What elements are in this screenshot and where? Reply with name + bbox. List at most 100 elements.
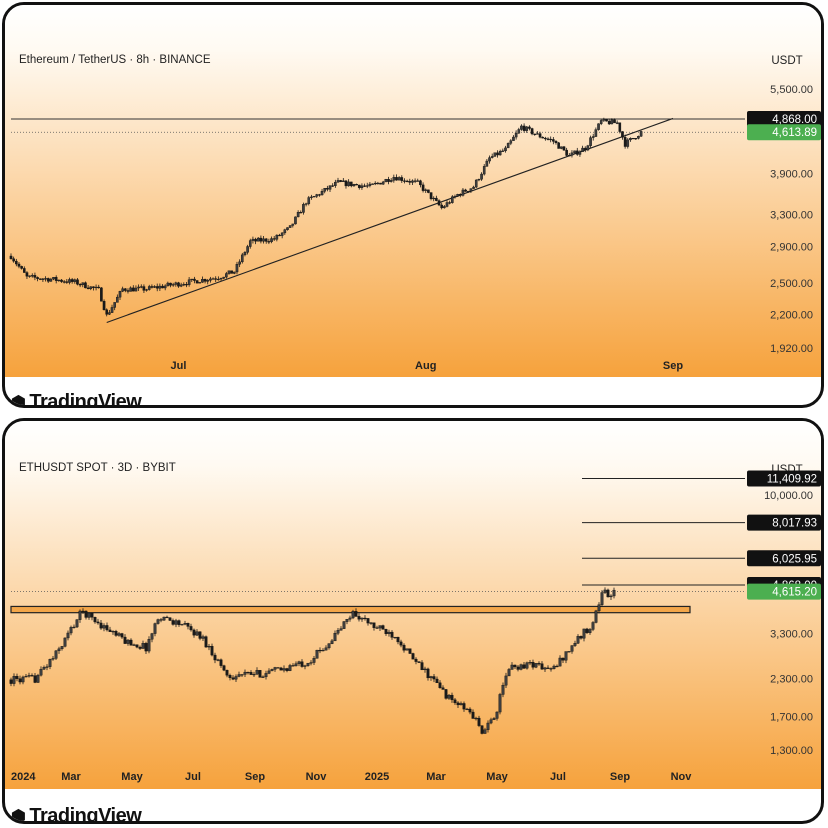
candle bbox=[613, 119, 616, 124]
candle bbox=[363, 617, 367, 620]
candle bbox=[528, 662, 532, 664]
x-tick-label: 2024 bbox=[11, 771, 36, 783]
candle bbox=[20, 266, 23, 269]
candle bbox=[237, 674, 241, 677]
candle bbox=[408, 648, 412, 654]
candle bbox=[586, 145, 590, 151]
candle bbox=[33, 675, 37, 683]
chart-eth-8h[interactable]: Ethereum / TetherUS · 8h · BINANCE USDT 5,… bbox=[5, 5, 821, 405]
candle bbox=[492, 718, 496, 721]
candle bbox=[336, 630, 340, 634]
x-tick-label: Nov bbox=[671, 771, 693, 783]
candle bbox=[219, 659, 223, 666]
candle bbox=[230, 270, 233, 274]
candle bbox=[141, 643, 145, 649]
candle bbox=[435, 678, 439, 684]
candle bbox=[73, 279, 77, 282]
candle bbox=[240, 254, 244, 263]
x-tick-label: Sep bbox=[663, 360, 683, 372]
candle bbox=[111, 631, 115, 633]
candle bbox=[435, 197, 438, 201]
candle bbox=[52, 277, 55, 280]
candle bbox=[39, 668, 43, 676]
candle bbox=[180, 624, 184, 626]
candle bbox=[155, 286, 159, 289]
candle bbox=[222, 276, 225, 279]
candle bbox=[387, 179, 390, 182]
candle bbox=[376, 182, 380, 185]
candle bbox=[262, 238, 265, 242]
candle bbox=[366, 618, 370, 624]
candle bbox=[147, 286, 151, 290]
candle bbox=[342, 621, 346, 629]
candle bbox=[240, 674, 244, 676]
candle bbox=[246, 671, 250, 674]
chart-eth-3d[interactable]: ETHUSDT SPOT · 3D · BYBIT USDT10,000.003,… bbox=[5, 421, 821, 821]
candle bbox=[300, 661, 304, 667]
candle bbox=[426, 668, 430, 679]
candle bbox=[408, 181, 412, 183]
candle bbox=[413, 180, 417, 182]
candle bbox=[25, 272, 29, 277]
candle bbox=[474, 179, 478, 188]
candle bbox=[389, 180, 393, 182]
candle bbox=[126, 290, 130, 292]
candle bbox=[243, 252, 247, 256]
candle bbox=[381, 181, 385, 185]
candle bbox=[33, 275, 37, 278]
candle bbox=[93, 617, 97, 623]
candle bbox=[99, 622, 103, 629]
candle bbox=[546, 667, 550, 669]
candle bbox=[520, 125, 523, 130]
candle bbox=[421, 184, 425, 191]
candle bbox=[513, 664, 517, 668]
candle bbox=[567, 651, 571, 653]
candle bbox=[582, 628, 586, 639]
candle bbox=[183, 623, 187, 625]
candle bbox=[186, 623, 190, 627]
candle bbox=[76, 279, 79, 285]
candle bbox=[225, 669, 229, 676]
candle bbox=[522, 664, 526, 669]
candle bbox=[458, 194, 462, 196]
candle bbox=[440, 204, 443, 209]
candle bbox=[477, 178, 481, 181]
candle bbox=[294, 216, 297, 225]
candle bbox=[321, 649, 325, 652]
candle bbox=[420, 662, 424, 671]
candle bbox=[187, 279, 191, 285]
candle bbox=[557, 142, 560, 149]
candle bbox=[514, 132, 518, 138]
candle bbox=[150, 286, 154, 288]
candle bbox=[68, 279, 71, 283]
candle bbox=[375, 627, 379, 629]
price-badge-text: 4,615.20 bbox=[772, 587, 817, 599]
candle bbox=[235, 264, 239, 273]
candle bbox=[517, 129, 521, 134]
candle bbox=[369, 622, 373, 624]
candle bbox=[124, 288, 127, 291]
candle bbox=[342, 180, 345, 182]
candle bbox=[371, 183, 374, 185]
candle bbox=[171, 284, 175, 286]
candle bbox=[585, 628, 589, 633]
candle bbox=[405, 648, 409, 651]
candle bbox=[30, 675, 34, 677]
candle bbox=[466, 190, 470, 193]
candle bbox=[201, 279, 204, 283]
candle bbox=[126, 639, 130, 644]
candle bbox=[158, 285, 162, 289]
candle bbox=[81, 610, 85, 613]
tradingview-watermark: ⬢ TradingView bbox=[11, 391, 142, 408]
candle bbox=[174, 282, 178, 285]
candle bbox=[9, 255, 13, 259]
candle bbox=[280, 232, 284, 236]
candle bbox=[368, 183, 372, 186]
candle bbox=[579, 636, 583, 639]
watermark-text: TradingView bbox=[29, 391, 142, 408]
candle bbox=[416, 180, 420, 182]
candle bbox=[272, 238, 276, 240]
candle bbox=[352, 184, 356, 187]
candle bbox=[384, 629, 388, 634]
candle bbox=[201, 636, 205, 639]
